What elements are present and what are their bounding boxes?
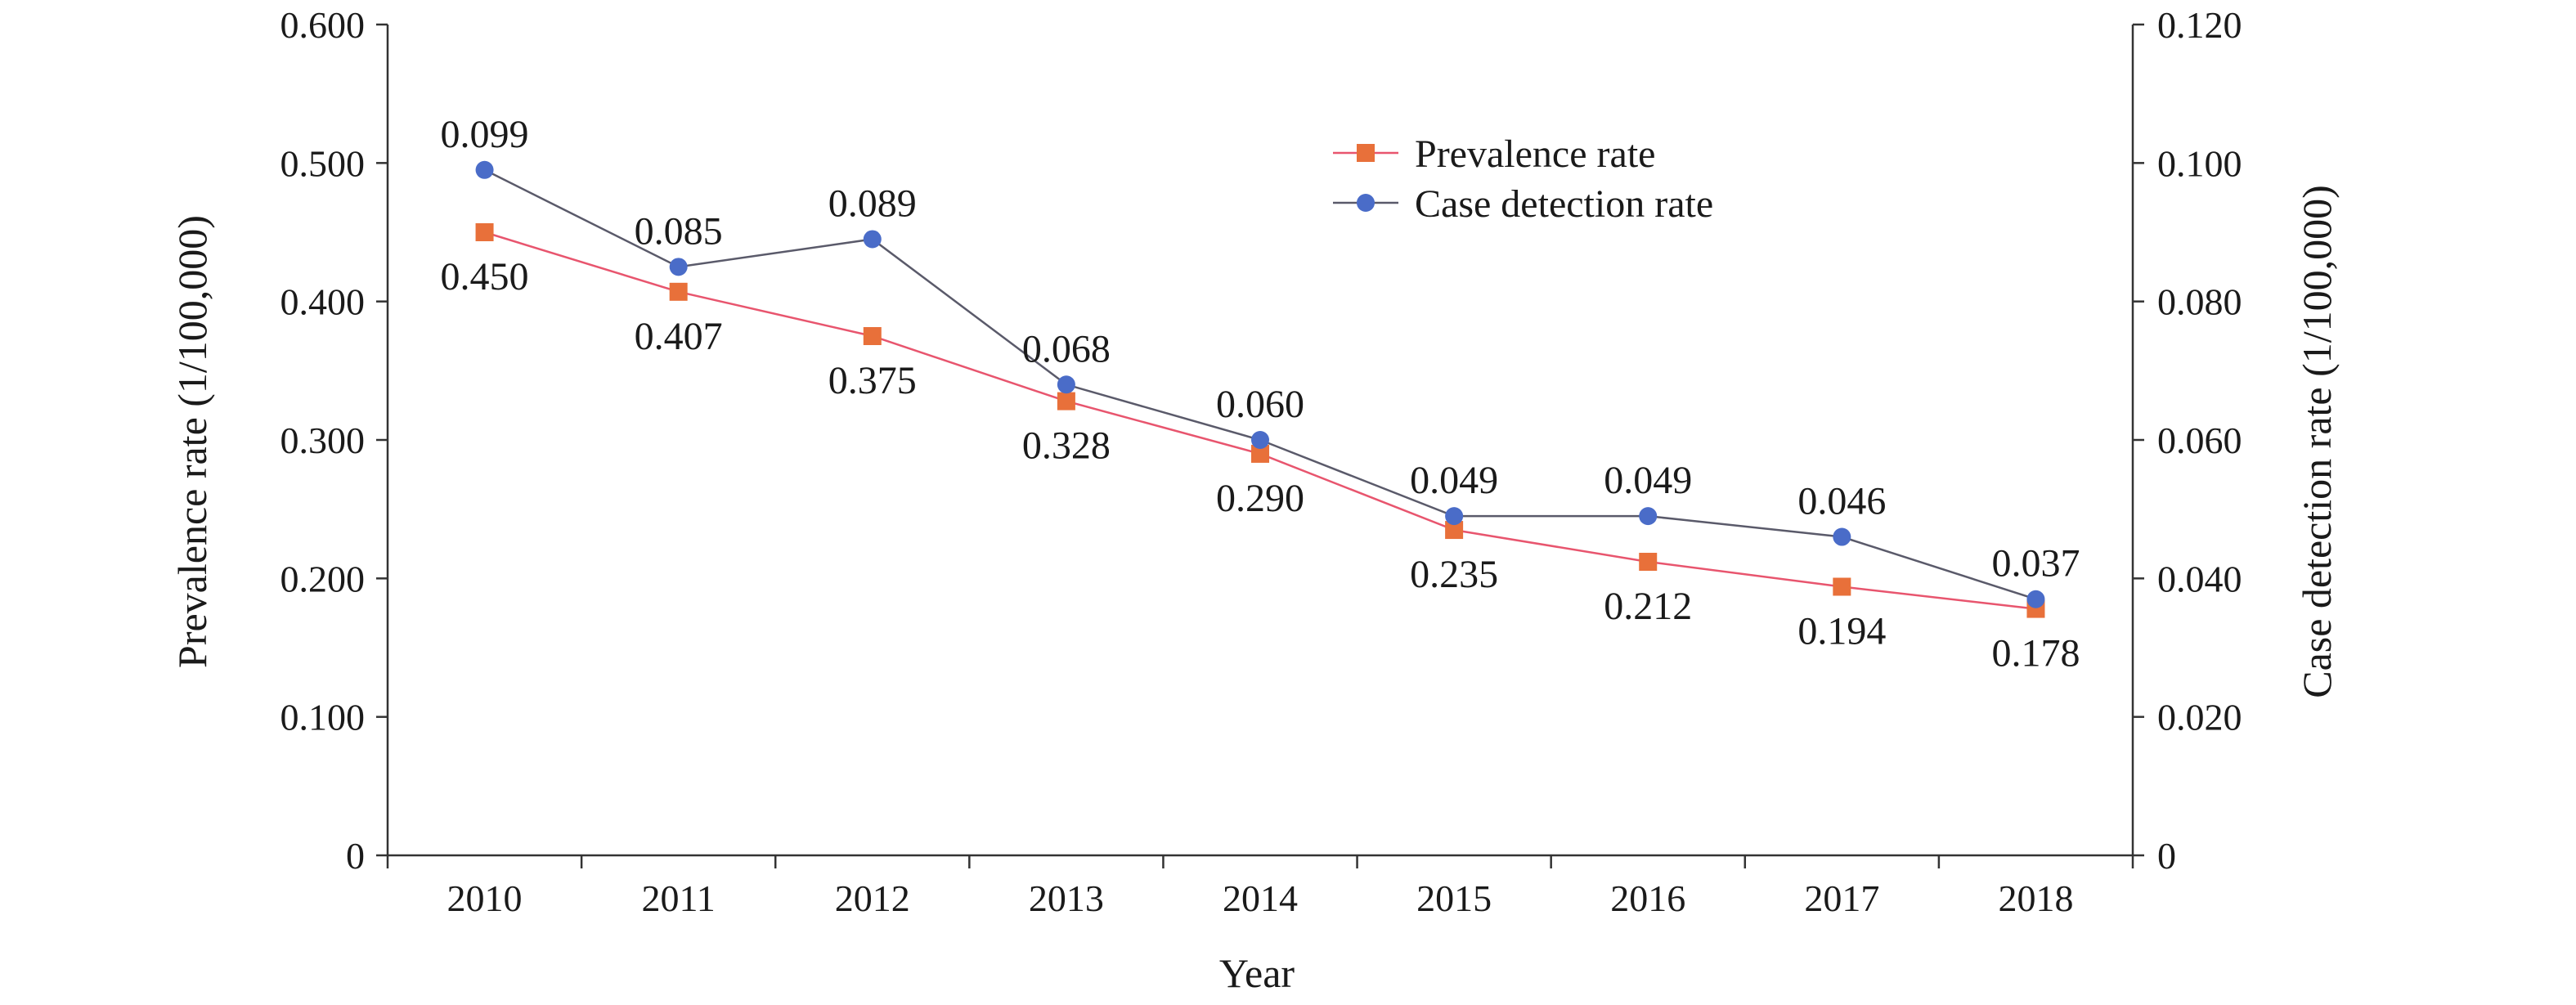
legend-detection-marker (1357, 194, 1375, 212)
case-detection-rate-data-label: 0.085 (635, 209, 723, 253)
case-detection-rate-point (1057, 375, 1075, 394)
case-detection-rate-data-label: 0.049 (1410, 459, 1498, 502)
y-right-tick-label: 0.040 (2157, 558, 2242, 599)
prevalence-rate-point (1251, 444, 1269, 463)
x-tick-label: 2017 (1804, 877, 1879, 919)
legend: Prevalence rate Case detection rate (1333, 132, 1713, 226)
prevalence-rate-data-label: 0.407 (635, 315, 723, 358)
y-right-tick-label: 0 (2157, 835, 2176, 877)
prevalence-rate-point (1057, 392, 1075, 411)
legend-detection-label: Case detection rate (1415, 182, 1713, 226)
y-left-tick-label: 0.600 (280, 4, 366, 46)
x-tick-label: 2014 (1223, 877, 1298, 919)
y-left-tick-label: 0 (346, 835, 365, 877)
prevalence-rate-point (669, 282, 688, 301)
x-tick-label: 2010 (447, 877, 523, 919)
x-tick-label: 2012 (835, 877, 910, 919)
prevalence-rate-data-label: 0.450 (441, 255, 529, 298)
case-detection-rate-point (1251, 431, 1269, 449)
prevalence-rate-point (1445, 521, 1464, 540)
series-group (475, 160, 2045, 618)
case-detection-rate-data-label: 0.099 (441, 113, 529, 156)
y-left-tick-label: 0.400 (280, 281, 366, 323)
y-left-tick-label: 0.500 (280, 142, 366, 184)
y-right-tick-label: 0.020 (2157, 697, 2242, 738)
ticks-group: 0 0.100 0.200 0.300 0.400 0.500 0.600 0 0.020 0.0… (280, 4, 2242, 919)
case-detection-rate-point (1639, 507, 1658, 526)
case-detection-rate-point (475, 160, 494, 179)
prevalence-rate-point (475, 223, 494, 241)
case-detection-rate-point (863, 230, 882, 249)
prevalence-rate-data-label: 0.235 (1410, 553, 1498, 596)
prevalence-rate-data-label: 0.212 (1604, 585, 1692, 628)
y-left-tick-label: 0.100 (280, 697, 366, 738)
x-tick-label: 2015 (1416, 877, 1492, 919)
prevalence-rate-point (863, 327, 882, 345)
case-detection-rate-point (1445, 507, 1464, 526)
case-detection-rate-data-label: 0.068 (1022, 327, 1111, 370)
x-axis-title: Year (1219, 950, 1295, 996)
case-detection-rate-data-label: 0.049 (1604, 459, 1692, 502)
x-tick-label: 2013 (1029, 877, 1104, 919)
y-left-tick-label: 0.300 (280, 419, 366, 461)
case-detection-rate-point (1833, 527, 1851, 546)
prevalence-rate-data-label: 0.194 (1797, 609, 1886, 653)
case-detection-rate-data-label: 0.046 (1797, 480, 1886, 523)
prevalence-rate-data-label: 0.178 (1991, 632, 2080, 675)
case-detection-rate-data-label: 0.060 (1216, 383, 1304, 426)
legend-prevalence-marker (1357, 144, 1375, 162)
x-tick-label: 2018 (1998, 877, 2073, 919)
case-detection-rate-point (669, 258, 688, 276)
y-left-tick-label: 0.200 (280, 558, 366, 599)
y-right-tick-label: 0.060 (2157, 419, 2242, 461)
case-detection-rate-data-label: 0.037 (1991, 542, 2080, 586)
x-tick-label: 2011 (642, 877, 716, 919)
prevalence-rate-point (1833, 577, 1851, 596)
y-right-tick-label: 0.080 (2157, 281, 2242, 323)
y-right-tick-label: 0.100 (2157, 142, 2242, 184)
data-labels-group: 0.450 0.407 0.375 0.328 0.290 0.235 0.212 0.194… (441, 113, 2080, 675)
prevalence-rate-data-label: 0.328 (1022, 424, 1111, 468)
x-tick-label: 2016 (1610, 877, 1685, 919)
legend-prevalence-label: Prevalence rate (1415, 132, 1655, 176)
y-right-tick-label: 0.120 (2157, 4, 2242, 46)
y-axis-left-title: Prevalence rate (1/100,000) (169, 215, 215, 668)
case-detection-rate-data-label: 0.089 (828, 182, 917, 225)
prevalence-rate-data-label: 0.375 (828, 359, 917, 402)
y-axis-right-title: Case detection rate (1/100,000) (2294, 185, 2340, 698)
prevalence-rate-data-label: 0.290 (1216, 477, 1304, 520)
prevalence-rate-point (1639, 553, 1658, 572)
case-detection-rate-point (2026, 590, 2045, 608)
